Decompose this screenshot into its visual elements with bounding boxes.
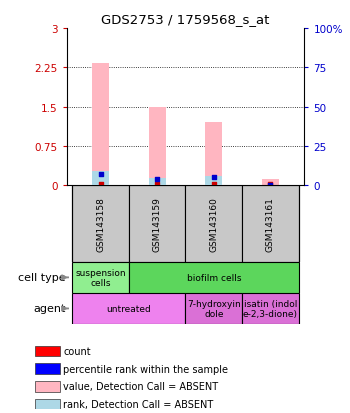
Bar (92, 64, 109, 186)
Text: 7-hydroxyin
dole: 7-hydroxyin dole (187, 299, 241, 318)
Bar (72, 262, 129, 293)
Bar (149, 178, 166, 186)
Bar (35, 381, 60, 392)
Bar (242, 293, 299, 324)
Text: suspension
cells: suspension cells (75, 268, 126, 287)
Point (154, 176, 160, 183)
Bar (72, 293, 186, 324)
Point (98, 181, 103, 188)
Text: cell type: cell type (18, 273, 65, 283)
Point (98, 171, 103, 178)
Bar (35, 346, 60, 356)
Bar (35, 399, 60, 409)
Text: GSM143159: GSM143159 (153, 197, 162, 252)
Bar (129, 186, 186, 262)
Point (211, 181, 217, 188)
Text: rank, Detection Call = ABSENT: rank, Detection Call = ABSENT (63, 399, 213, 409)
Bar (242, 186, 299, 262)
Text: untreated: untreated (106, 304, 151, 313)
Point (154, 181, 160, 188)
Bar (72, 186, 129, 262)
Text: GSM143160: GSM143160 (209, 197, 218, 252)
Text: count: count (63, 347, 91, 356)
Bar (262, 180, 279, 186)
Bar (92, 172, 109, 186)
Text: biofilm cells: biofilm cells (187, 273, 241, 282)
Text: isatin (indol
e-2,3-dione): isatin (indol e-2,3-dione) (243, 299, 298, 318)
Point (211, 175, 217, 181)
Bar (186, 186, 242, 262)
Text: agent: agent (33, 304, 65, 314)
Point (268, 183, 273, 189)
Bar (129, 262, 299, 293)
Text: GSM143158: GSM143158 (96, 197, 105, 252)
Bar (186, 293, 242, 324)
Bar (149, 107, 166, 186)
Text: GSM143161: GSM143161 (266, 197, 275, 252)
Bar (205, 123, 222, 186)
Text: percentile rank within the sample: percentile rank within the sample (63, 364, 228, 374)
Text: value, Detection Call = ABSENT: value, Detection Call = ABSENT (63, 382, 218, 392)
Title: GDS2753 / 1759568_s_at: GDS2753 / 1759568_s_at (101, 13, 270, 26)
Point (268, 181, 273, 188)
Bar (35, 363, 60, 374)
Bar (205, 176, 222, 186)
